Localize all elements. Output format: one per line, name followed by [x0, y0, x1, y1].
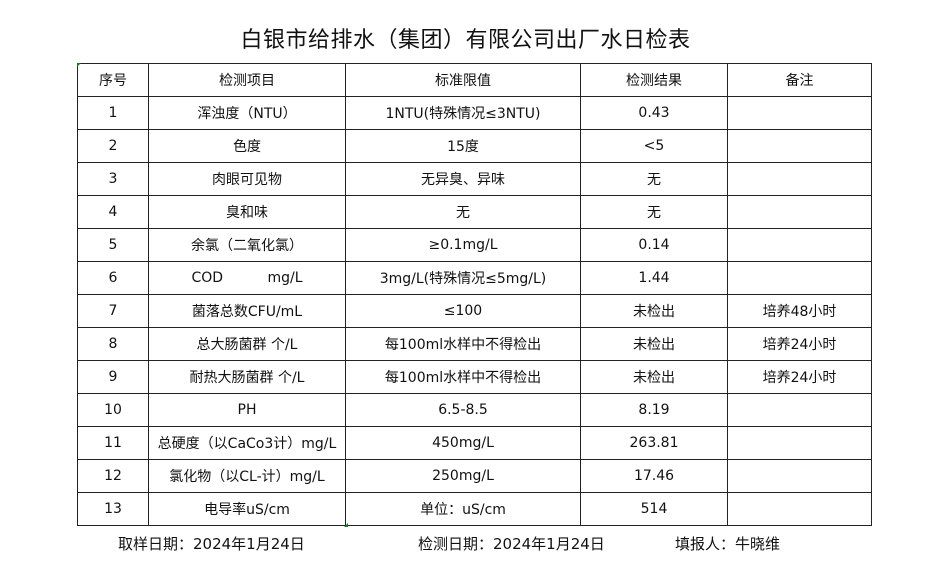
row-standard[interactable]: 250mg/L: [345, 459, 581, 493]
row-standard[interactable]: 每100ml水样中不得检出: [345, 360, 581, 394]
row-index[interactable]: 4: [77, 195, 149, 229]
row-item[interactable]: 耐热大肠菌群 个/L: [148, 360, 346, 394]
row-item[interactable]: PH: [148, 393, 346, 427]
row-standard[interactable]: 1NTU(特殊情况≤3NTU): [345, 96, 581, 130]
table-row: 3 肉眼可见物 无异臭、异味无: [77, 162, 872, 196]
table-row: 2 色度 15度 <5: [77, 129, 872, 163]
row-result[interactable]: 8.19: [580, 393, 728, 427]
row-remark[interactable]: [727, 96, 872, 130]
cell-marker-top: [77, 63, 81, 67]
row-index[interactable]: 2: [77, 129, 149, 163]
row-standard[interactable]: 6.5-8.5: [345, 393, 581, 427]
table-row: 4 臭和味无无: [77, 195, 872, 229]
row-item[interactable]: COD mg/L: [148, 261, 346, 295]
table-row: 6 COD mg/L 3mg/L(特殊情况≤5mg/L) 1.44: [77, 261, 872, 295]
table-header-row: 序号 检测项目 标准限值 检测结果 备注: [77, 63, 872, 97]
row-index[interactable]: 13: [77, 492, 149, 526]
row-index[interactable]: 12: [77, 459, 149, 493]
row-result[interactable]: 0.43: [580, 96, 728, 130]
test-date: 检测日期：2024年1月24日: [418, 535, 605, 553]
header-result[interactable]: 检测结果: [580, 63, 728, 97]
row-standard[interactable]: 单位：uS/cm: [345, 492, 581, 526]
page-title: 白银市给排水（集团）有限公司出厂水日检表: [240, 28, 691, 53]
row-result[interactable]: 0.14: [580, 228, 728, 262]
row-standard[interactable]: ≥0.1mg/L: [345, 228, 581, 262]
row-remark[interactable]: [727, 228, 872, 262]
row-index[interactable]: 6: [77, 261, 149, 295]
row-item[interactable]: 余氯（二氧化氯）: [148, 228, 346, 262]
row-standard[interactable]: 3mg/L(特殊情况≤5mg/L): [345, 261, 581, 295]
row-index[interactable]: 11: [77, 426, 149, 460]
row-index[interactable]: 10: [77, 393, 149, 427]
row-standard[interactable]: ≤100: [345, 294, 581, 328]
row-item[interactable]: 色度: [148, 129, 346, 163]
row-item[interactable]: 电导率uS/cm: [148, 492, 346, 526]
row-result[interactable]: 263.81: [580, 426, 728, 460]
table-row: 12 氯化物（以CL-计）mg/L 250mg/L 17.46: [77, 459, 872, 493]
row-remark[interactable]: [727, 393, 872, 427]
reporter: 填报人：牛晓维: [675, 535, 781, 553]
row-index[interactable]: 5: [77, 228, 149, 262]
row-result[interactable]: 无: [580, 195, 728, 229]
row-remark[interactable]: 培养24小时: [727, 360, 872, 394]
row-item[interactable]: 总硬度（以CaCo3计）mg/L: [148, 426, 346, 460]
table-row: 13 电导率uS/cm 单位：uS/cm 514: [77, 492, 872, 526]
row-item[interactable]: 氯化物（以CL-计）mg/L: [148, 459, 346, 493]
row-remark[interactable]: 培养48小时: [727, 294, 872, 328]
row-item[interactable]: 总大肠菌群 个/L: [148, 327, 346, 361]
row-index[interactable]: 3: [77, 162, 149, 196]
header-standard[interactable]: 标准限值: [345, 63, 581, 97]
row-index[interactable]: 9: [77, 360, 149, 394]
cell-marker-bottom: [344, 523, 348, 527]
table-row: 5 余氯（二氧化氯） ≥0.1mg/L 0.14: [77, 228, 872, 262]
header-remark[interactable]: 备注: [727, 63, 872, 97]
row-result[interactable]: 未检出: [580, 360, 728, 394]
table-row: 11 总硬度（以CaCo3计）mg/L 450mg/L 263.81: [77, 426, 872, 460]
row-item[interactable]: 菌落总数CFU/mL: [148, 294, 346, 328]
row-remark[interactable]: [727, 459, 872, 493]
row-remark[interactable]: [727, 492, 872, 526]
row-result[interactable]: 1.44: [580, 261, 728, 295]
table-row: 1 浑浊度（NTU） 1NTU(特殊情况≤3NTU) 0.43: [77, 96, 872, 130]
table-row: 9 耐热大肠菌群 个/L 每100ml水样中不得检出 未检出 培养24小时: [77, 360, 872, 394]
inspection-table: 序号 检测项目 标准限值 检测结果 备注 1 浑浊度（NTU） 1NTU(特殊情况≤…: [77, 63, 872, 526]
row-remark[interactable]: [727, 162, 872, 196]
row-result[interactable]: 未检出: [580, 294, 728, 328]
row-standard[interactable]: 无: [345, 195, 581, 229]
row-index[interactable]: 8: [77, 327, 149, 361]
row-remark[interactable]: 培养24小时: [727, 327, 872, 361]
header-item[interactable]: 检测项目: [148, 63, 346, 97]
row-index[interactable]: 7: [77, 294, 149, 328]
table-row: 8 总大肠菌群 个/L 每100ml水样中不得检出 未检出 培养24小时: [77, 327, 872, 361]
row-item[interactable]: 浑浊度（NTU）: [148, 96, 346, 130]
row-result[interactable]: 未检出: [580, 327, 728, 361]
row-standard[interactable]: 无异臭、异味: [345, 162, 581, 196]
row-remark[interactable]: [727, 195, 872, 229]
row-remark[interactable]: [727, 129, 872, 163]
table-row: 7 菌落总数CFU/mL ≤100 未检出 培养48小时: [77, 294, 872, 328]
row-standard[interactable]: 每100ml水样中不得检出: [345, 327, 581, 361]
row-index[interactable]: 1: [77, 96, 149, 130]
sampling-date: 取样日期：2024年1月24日: [118, 535, 305, 553]
row-item[interactable]: 肉眼可见物: [148, 162, 346, 196]
row-standard[interactable]: 15度: [345, 129, 581, 163]
row-standard[interactable]: 450mg/L: [345, 426, 581, 460]
header-index[interactable]: 序号: [77, 63, 149, 97]
row-remark[interactable]: [727, 426, 872, 460]
row-remark[interactable]: [727, 261, 872, 295]
row-result[interactable]: 514: [580, 492, 728, 526]
table-row: 10 PH 6.5-8.5 8.19: [77, 393, 872, 427]
row-result[interactable]: <5: [580, 129, 728, 163]
row-result[interactable]: 17.46: [580, 459, 728, 493]
row-result[interactable]: 无: [580, 162, 728, 196]
row-item[interactable]: 臭和味: [148, 195, 346, 229]
